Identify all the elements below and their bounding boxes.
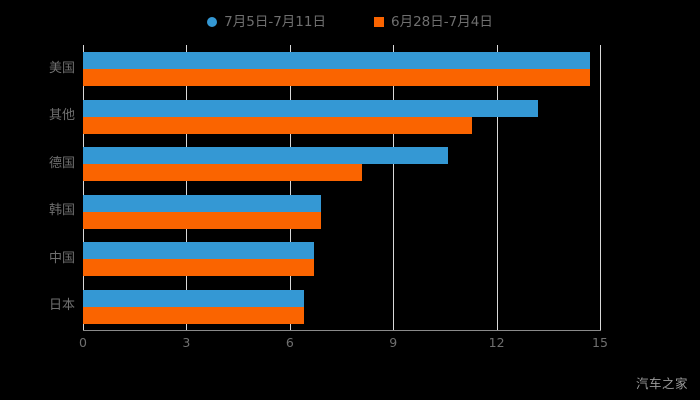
y-axis-label-5: 日本 (48, 298, 75, 314)
legend-entry[interactable]: 6月28日-7月4日 (374, 15, 493, 29)
watermark-label: 汽车之家 (635, 376, 688, 391)
bar-group (83, 283, 600, 331)
y-axis-category-labels: 美国其他德国韩国中国日本 (0, 45, 75, 330)
y-axis-label-3: 韩国 (48, 203, 75, 219)
y-axis-line (83, 45, 84, 330)
bar-group (83, 93, 600, 141)
x-axis-tick-4: 12 (488, 335, 505, 350)
bar[interactable] (83, 259, 314, 276)
bar[interactable] (83, 99, 538, 117)
square-marker-icon (374, 17, 384, 27)
x-axis-line (83, 330, 601, 331)
bar[interactable] (83, 69, 590, 86)
circle-marker-icon (207, 17, 218, 27)
gridline (289, 45, 291, 330)
x-axis-tick-2: 6 (285, 335, 294, 350)
gridline (600, 45, 601, 330)
x-axis-tick-5: 15 (592, 335, 608, 350)
bar[interactable] (83, 306, 304, 324)
bar[interactable] (83, 289, 304, 307)
bar[interactable] (83, 242, 314, 259)
bar[interactable] (83, 211, 321, 229)
legend-entry[interactable]: 7月5日-7月11日 (207, 15, 326, 29)
bar[interactable] (83, 164, 363, 181)
plot-area (83, 45, 601, 331)
bar[interactable] (83, 194, 321, 212)
chart-legend: 7月5日-7月11日 6月28日-7月4日 (0, 11, 700, 33)
bar-group (83, 235, 600, 283)
x-axis-tick-3: 9 (389, 335, 398, 350)
x-axis-tick-labels: 0 3 6 9 12 15 (0, 336, 700, 356)
legend-label: 6月28日-7月4日 (391, 14, 493, 30)
x-axis-tick-0: 0 (79, 335, 87, 350)
x-axis-tick-1: 3 (182, 335, 191, 350)
bar-group (83, 45, 600, 93)
bar[interactable] (83, 52, 590, 69)
gridline (186, 45, 188, 330)
y-axis-label-4: 中国 (48, 250, 75, 266)
y-axis-label-0: 美国 (48, 60, 75, 76)
y-axis-label-2: 德国 (48, 155, 75, 171)
gridline (393, 45, 395, 330)
gridline (496, 45, 498, 330)
legend-label: 7月5日-7月11日 (224, 14, 326, 30)
bar-group (83, 140, 600, 188)
bar[interactable] (83, 116, 473, 134)
bar-group (83, 188, 600, 236)
y-axis-label-1: 其他 (48, 108, 75, 124)
bar[interactable] (83, 147, 449, 164)
